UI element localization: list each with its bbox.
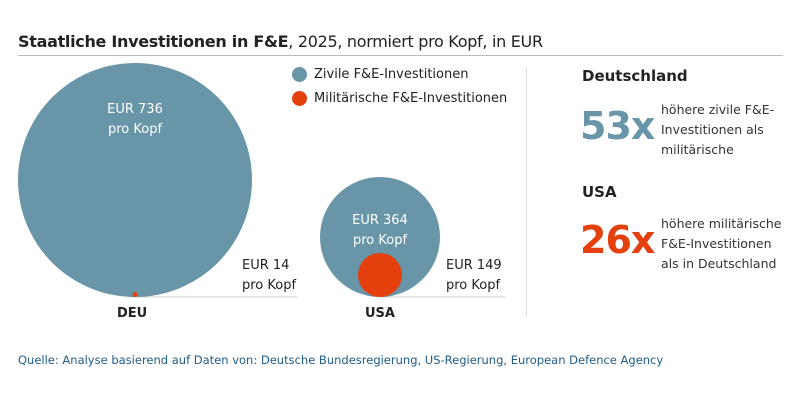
title-rule bbox=[18, 55, 783, 56]
divider bbox=[526, 68, 527, 316]
legend-item-civil: Zivile F&E-Investitionen bbox=[292, 67, 468, 82]
highlight-deu-heading: Deutschland bbox=[582, 67, 688, 85]
desc-line: als in Deutschland bbox=[661, 256, 777, 271]
highlight-deu-value: 53x bbox=[580, 104, 655, 148]
deu-civil-label: EUR 736 pro Kopf bbox=[85, 100, 185, 140]
highlight-deu-description: höhere zivile F&E- Investitionen als mil… bbox=[661, 100, 774, 160]
bubble-deu-civil bbox=[18, 63, 252, 297]
usa-military-unit: pro Kopf bbox=[446, 278, 501, 293]
desc-line: höhere zivile F&E- bbox=[661, 102, 775, 117]
desc-line: höhere militärische bbox=[661, 216, 782, 231]
bubble-usa-civil bbox=[320, 177, 440, 297]
category-usa: USA bbox=[365, 306, 395, 321]
legend-civil-label: Zivile F&E-Investitionen bbox=[314, 67, 469, 82]
source-note: Quelle: Analyse basierend auf Daten von:… bbox=[18, 353, 664, 367]
deu-civil-value: EUR 736 bbox=[107, 102, 163, 117]
bubble-usa-military bbox=[358, 253, 402, 297]
usa-civil-unit: pro Kopf bbox=[352, 233, 408, 248]
legend-civil-swatch bbox=[292, 67, 307, 82]
usa-military-value: EUR 149 bbox=[446, 258, 502, 273]
desc-line: Investitionen als bbox=[661, 122, 764, 137]
title-bold: Staatliche Investitionen in F&E bbox=[18, 32, 289, 51]
chart-title: Staatliche Investitionen in F&E, 2025, n… bbox=[18, 32, 543, 51]
usa-military-label: EUR 149 pro Kopf bbox=[446, 256, 502, 296]
deu-civil-unit: pro Kopf bbox=[107, 122, 163, 137]
highlight-usa-description: höhere militärische F&E-Investitionen al… bbox=[661, 214, 781, 274]
legend-item-military: Militärische F&E-Investitionen bbox=[292, 91, 507, 106]
highlight-usa-value: 26x bbox=[580, 218, 655, 262]
deu-military-value: EUR 14 bbox=[242, 258, 290, 273]
deu-military-unit: pro Kopf bbox=[242, 278, 297, 293]
title-rest: , 2025, normiert pro Kopf, in EUR bbox=[288, 32, 543, 51]
bubble-deu-military bbox=[132, 292, 138, 297]
desc-line: F&E-Investitionen bbox=[661, 236, 772, 251]
highlight-usa-heading: USA bbox=[582, 183, 617, 201]
desc-line: militärische bbox=[661, 142, 734, 157]
legend-military-swatch bbox=[292, 91, 307, 106]
deu-military-label: EUR 14 pro Kopf bbox=[242, 256, 296, 296]
usa-civil-value: EUR 364 bbox=[352, 213, 408, 228]
usa-civil-label: EUR 364 pro Kopf bbox=[330, 211, 430, 251]
legend-military-label: Militärische F&E-Investitionen bbox=[314, 91, 508, 106]
category-deu: DEU bbox=[117, 306, 148, 321]
